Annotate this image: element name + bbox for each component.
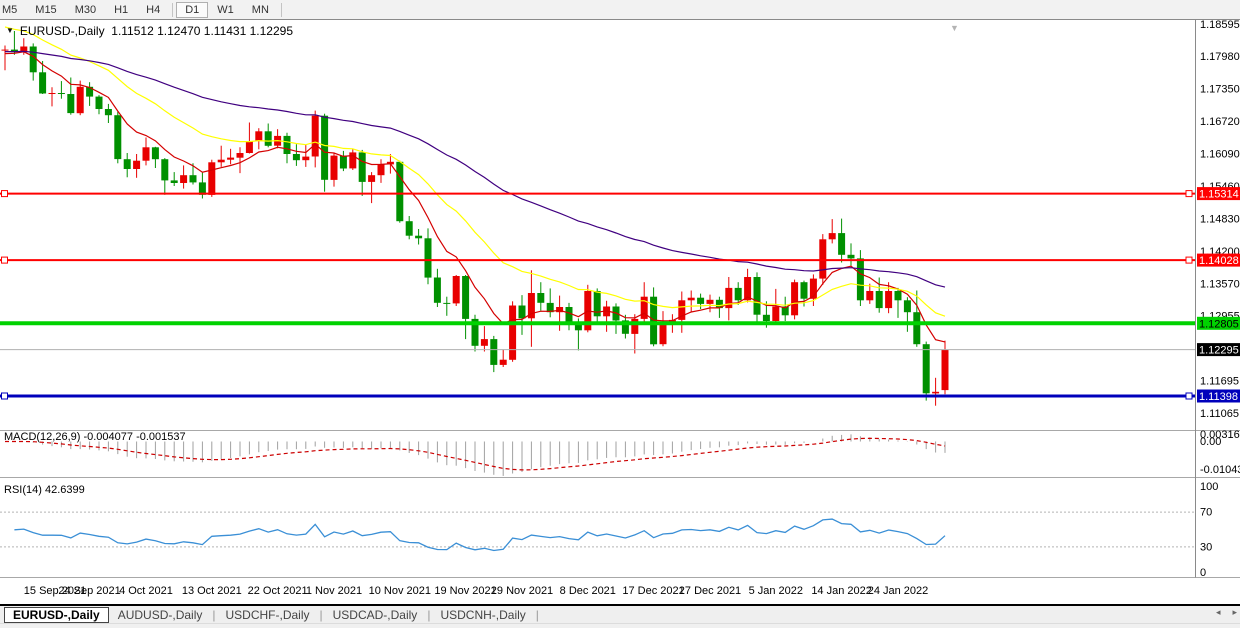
price-axis: 1.185951.179801.173501.167201.160901.154… bbox=[1197, 20, 1240, 579]
svg-text:1.11065: 1.11065 bbox=[1200, 408, 1239, 420]
timeframe-m15[interactable]: M15 bbox=[35, 3, 57, 16]
tab-scroll-left-icon[interactable]: ◂ bbox=[1215, 607, 1221, 617]
tab-scroll-arrows: ◂ ▸ bbox=[1216, 607, 1237, 618]
svg-text:13 Oct 2021: 13 Oct 2021 bbox=[182, 585, 242, 597]
svg-text:1.14830: 1.14830 bbox=[1200, 214, 1240, 226]
svg-text:1.12805: 1.12805 bbox=[1199, 318, 1239, 330]
chart-scroll-position-icon[interactable]: ▼ bbox=[950, 23, 959, 33]
status-bar-strip bbox=[0, 623, 1240, 628]
svg-text:29 Nov 2021: 29 Nov 2021 bbox=[491, 585, 553, 597]
chart-canvas[interactable]: 1.185951.179801.173501.167201.160901.154… bbox=[0, 20, 1240, 604]
chart-tab-audusd[interactable]: AUDUSD-,Daily bbox=[117, 607, 203, 622]
chart-tab-usdcnh[interactable]: USDCNH-,Daily bbox=[440, 607, 526, 622]
svg-text:1.17350: 1.17350 bbox=[1200, 83, 1240, 95]
tab-scroll-right-icon[interactable]: ▸ bbox=[1232, 607, 1237, 617]
timeframe-w1[interactable]: W1 bbox=[217, 3, 234, 16]
horizontal-level-lines bbox=[0, 190, 1196, 400]
tab-divider: | bbox=[427, 607, 431, 622]
timeframe-toolbar: M5 M15 M30 H1 H4 D1 W1 MN bbox=[0, 0, 1240, 20]
svg-text:27 Dec 2021: 27 Dec 2021 bbox=[679, 585, 741, 597]
svg-text:-0.01043: -0.01043 bbox=[1200, 464, 1240, 476]
chart-tab-usdcad[interactable]: USDCAD-,Daily bbox=[332, 607, 418, 622]
svg-text:0.00: 0.00 bbox=[1200, 436, 1221, 448]
tab-divider: | bbox=[212, 607, 216, 622]
svg-text:1 Nov 2021: 1 Nov 2021 bbox=[306, 585, 362, 597]
chart-title-text: EURUSD-,Daily 1.11512 1.12470 1.11431 1.… bbox=[19, 24, 293, 38]
svg-text:0: 0 bbox=[1200, 567, 1206, 579]
toolbar-separator bbox=[172, 2, 174, 17]
svg-text:30: 30 bbox=[1200, 541, 1212, 553]
svg-text:1.11398: 1.11398 bbox=[1199, 391, 1238, 403]
svg-text:5 Jan 2022: 5 Jan 2022 bbox=[749, 585, 803, 597]
toolbar-separator bbox=[280, 2, 282, 17]
moving-average-lines bbox=[4, 26, 946, 343]
svg-text:14 Jan 2022: 14 Jan 2022 bbox=[811, 585, 872, 597]
chart-tab-bar: EURUSD-,Daily AUDUSD-,Daily | USDCHF-,Daily… bbox=[0, 604, 1240, 623]
timeframe-h4[interactable]: H4 bbox=[146, 3, 161, 16]
pane-separators bbox=[0, 20, 1240, 578]
svg-text:1.16090: 1.16090 bbox=[1200, 148, 1240, 160]
svg-text:4 Oct 2021: 4 Oct 2021 bbox=[119, 585, 173, 597]
svg-text:17 Dec 2021: 17 Dec 2021 bbox=[622, 585, 684, 597]
svg-text:70: 70 bbox=[1200, 507, 1212, 519]
svg-text:22 Oct 2021: 22 Oct 2021 bbox=[248, 585, 308, 597]
timeframe-d1-active[interactable]: D1 bbox=[176, 1, 209, 18]
timeframe-m30[interactable]: M30 bbox=[74, 3, 97, 16]
timeframe-h1[interactable]: H1 bbox=[114, 3, 129, 16]
timeframe-mn[interactable]: MN bbox=[251, 3, 269, 16]
macd-indicator-label: MACD(12,26,9) -0.004077 -0.001537 bbox=[4, 431, 186, 443]
svg-text:15 Sep 2021: 15 Sep 2021 bbox=[24, 585, 86, 597]
svg-text:1.15314: 1.15314 bbox=[1199, 189, 1239, 201]
chart-header: ▼ EURUSD-,Daily 1.11512 1.12470 1.11431 … bbox=[6, 24, 293, 38]
svg-text:8 Dec 2021: 8 Dec 2021 bbox=[560, 585, 616, 597]
svg-text:0.003165: 0.003165 bbox=[1200, 429, 1240, 441]
tab-divider: | bbox=[319, 607, 323, 622]
svg-text:1.12295: 1.12295 bbox=[1199, 345, 1239, 357]
svg-text:1.17980: 1.17980 bbox=[1200, 51, 1240, 63]
macd-pane bbox=[5, 434, 946, 476]
svg-text:1.13570: 1.13570 bbox=[1200, 279, 1240, 291]
tab-divider: | bbox=[535, 607, 539, 622]
svg-text:1.14028: 1.14028 bbox=[1199, 255, 1239, 267]
chart-tab-usdchf[interactable]: USDCHF-,Daily bbox=[225, 607, 310, 622]
svg-text:10 Nov 2021: 10 Nov 2021 bbox=[369, 585, 431, 597]
chart-tab-eurusd[interactable]: EURUSD-,Daily bbox=[4, 606, 109, 623]
rsi-indicator-label: RSI(14) 42.6399 bbox=[4, 484, 85, 496]
candlestick-series bbox=[1, 31, 949, 406]
timeframe-m5[interactable]: M5 bbox=[2, 3, 18, 16]
svg-text:1.11695: 1.11695 bbox=[1200, 376, 1239, 388]
svg-text:24 Jan 2022: 24 Jan 2022 bbox=[868, 585, 929, 597]
symbol-dropdown-icon[interactable]: ▼ bbox=[6, 26, 14, 35]
svg-text:1.18595: 1.18595 bbox=[1200, 20, 1240, 31]
svg-text:100: 100 bbox=[1200, 481, 1218, 493]
rsi-pane bbox=[0, 511, 1196, 552]
svg-text:24 Sep 2021: 24 Sep 2021 bbox=[58, 585, 120, 597]
svg-text:1.16720: 1.16720 bbox=[1200, 116, 1240, 128]
svg-text:19 Nov 2021: 19 Nov 2021 bbox=[434, 585, 496, 597]
